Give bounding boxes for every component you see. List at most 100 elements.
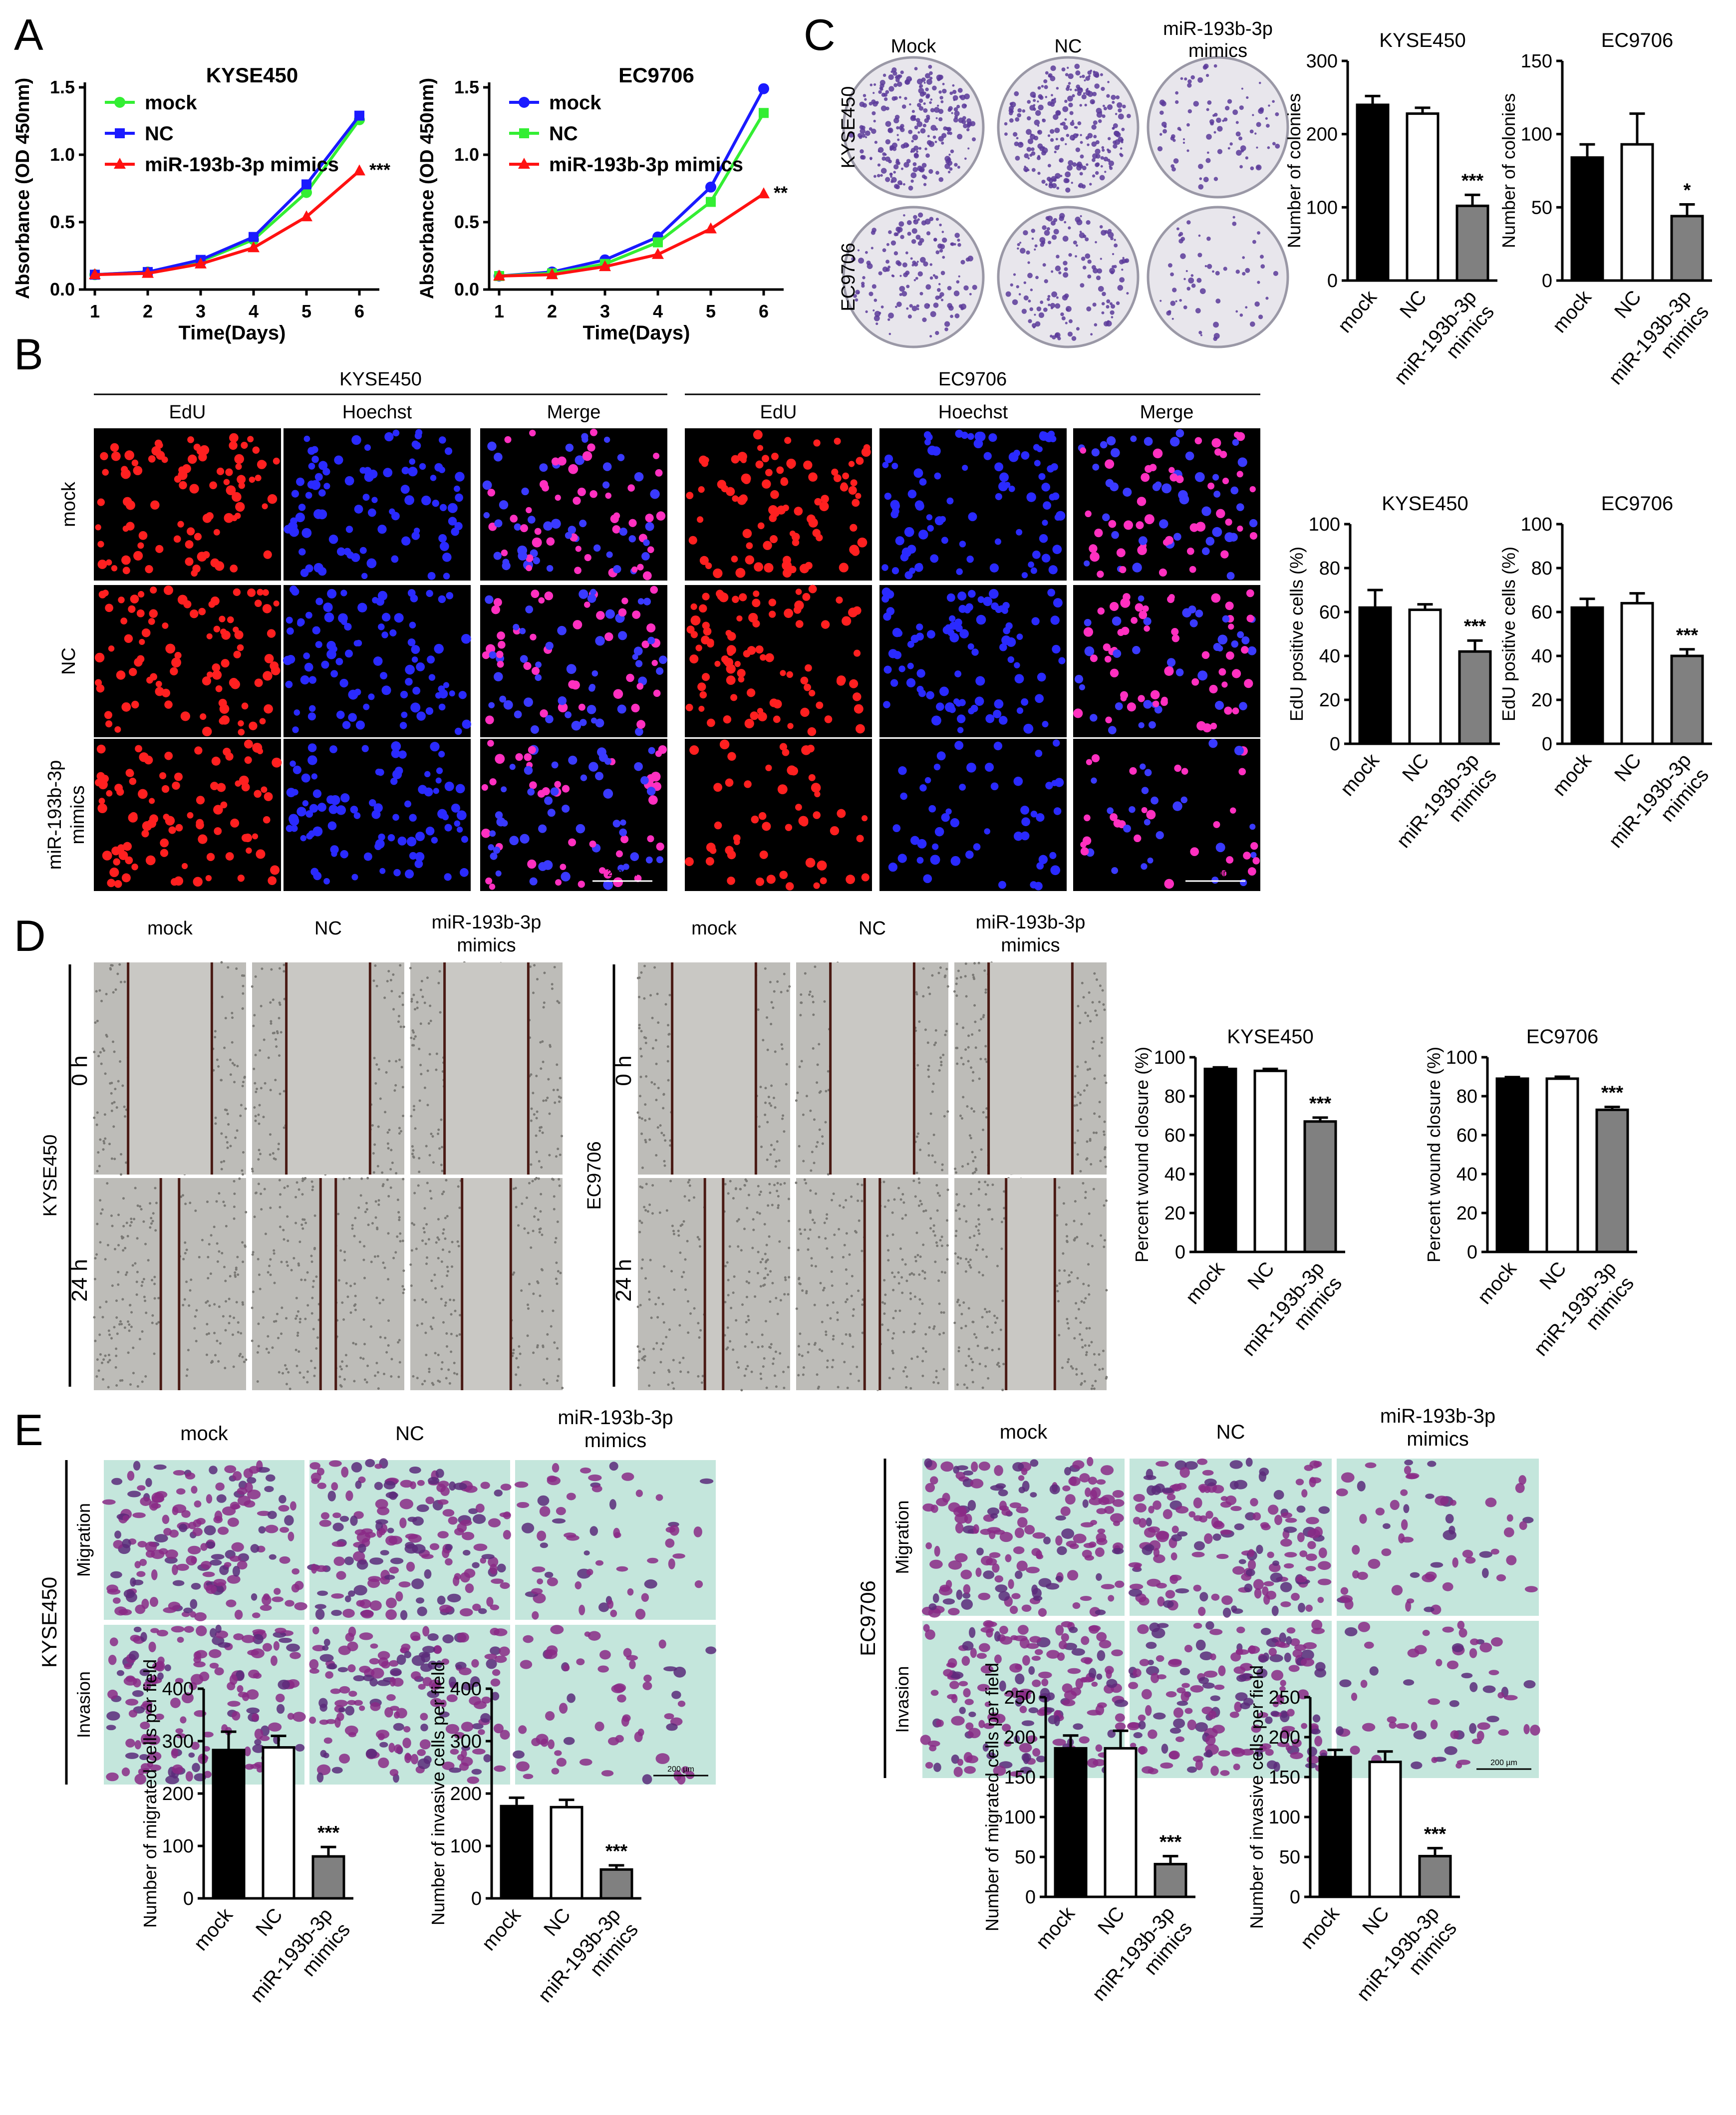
cell-texture	[283, 1126, 286, 1129]
cell-nucleus	[1160, 698, 1168, 706]
cell-nucleus	[1001, 635, 1011, 645]
cell-texture	[134, 1187, 137, 1190]
colony	[923, 81, 926, 84]
cell-texture	[512, 1273, 515, 1276]
cell-texture	[1095, 1014, 1098, 1017]
cell-texture	[377, 1125, 380, 1128]
colony	[921, 174, 926, 179]
cell-nucleus	[267, 629, 276, 638]
cell-nucleus	[994, 462, 1004, 472]
cell-nucleus	[298, 504, 306, 511]
scale-bar-label: 200 µm	[607, 868, 637, 878]
cell-texture	[957, 969, 960, 972]
cell-nucleus	[950, 856, 961, 866]
colony	[903, 214, 905, 217]
cell-texture	[423, 1231, 426, 1234]
wound-gap	[286, 962, 370, 1175]
cell-texture	[924, 1028, 927, 1031]
cell-nucleus	[1136, 521, 1144, 530]
cell-nucleus	[414, 432, 422, 440]
cell-nucleus	[1085, 510, 1092, 518]
colony	[1257, 231, 1261, 235]
cell-texture	[107, 1353, 110, 1356]
colony	[932, 135, 936, 139]
cell-nucleus	[296, 807, 306, 817]
colony	[1071, 182, 1073, 184]
cell-texture	[423, 1001, 426, 1004]
colony	[1084, 79, 1086, 82]
cell-texture	[267, 1335, 270, 1338]
cell-nucleus	[1173, 533, 1181, 541]
cell-texture	[437, 1353, 440, 1356]
cell-nucleus	[213, 805, 223, 815]
cell-texture	[940, 1060, 943, 1063]
cell-nucleus	[375, 839, 385, 849]
cell-texture	[285, 1317, 288, 1320]
cell-texture	[343, 1250, 346, 1253]
cell-nucleus	[1034, 460, 1041, 467]
colony	[1015, 117, 1020, 122]
cell-nucleus	[198, 834, 208, 844]
cell-nucleus	[129, 777, 137, 785]
colony	[918, 147, 922, 150]
cell-texture	[643, 964, 646, 967]
cell-texture	[643, 997, 646, 1000]
cell-nucleus	[405, 664, 415, 675]
cell-nucleus	[1016, 707, 1024, 714]
cell-nucleus	[745, 555, 755, 565]
cell-texture	[398, 1216, 401, 1219]
cell-texture	[766, 1048, 769, 1051]
cell-texture	[252, 1251, 255, 1254]
cell-texture	[298, 1321, 301, 1324]
colony	[1076, 165, 1082, 171]
cell-texture	[1103, 1074, 1106, 1077]
cell-nucleus	[1135, 603, 1144, 612]
cell-texture	[229, 1315, 232, 1318]
cell-nucleus	[211, 756, 221, 766]
colony	[911, 228, 917, 234]
cell-texture	[418, 1099, 421, 1102]
cell-texture	[517, 1366, 520, 1369]
cell-texture	[745, 1333, 748, 1336]
cell-nucleus	[814, 498, 822, 506]
cell-nucleus	[934, 827, 944, 837]
cell-texture	[756, 1271, 759, 1274]
cell-nucleus	[568, 838, 577, 847]
colony	[929, 71, 933, 75]
cell-texture	[409, 966, 412, 969]
cell-nucleus	[230, 565, 238, 573]
cell-nucleus	[213, 529, 220, 536]
cell-nucleus	[177, 521, 184, 528]
cell-texture	[974, 1020, 977, 1023]
colony	[1117, 285, 1124, 291]
cell-texture	[426, 1069, 429, 1072]
cell-nucleus	[1221, 681, 1228, 688]
cell-texture	[1075, 1104, 1078, 1107]
colony	[1034, 244, 1038, 248]
colony	[1206, 151, 1209, 154]
cell-nucleus	[808, 472, 818, 482]
cell-nucleus	[1084, 618, 1092, 626]
colony	[1239, 105, 1244, 110]
cell-nucleus	[489, 884, 496, 890]
cell-nucleus	[936, 702, 944, 711]
cell-texture	[636, 1111, 639, 1114]
cell-texture	[360, 1177, 363, 1180]
colony	[1027, 273, 1033, 279]
cell-texture	[144, 1242, 147, 1245]
cell-nucleus	[310, 480, 321, 490]
cell-nucleus	[421, 495, 431, 506]
cell-nucleus	[526, 507, 532, 514]
cell-texture	[95, 1123, 98, 1126]
cell-texture	[386, 980, 389, 983]
colony	[890, 240, 896, 246]
cell-nucleus	[1035, 694, 1044, 703]
cell-texture	[270, 968, 273, 971]
cell-nucleus	[934, 472, 941, 480]
cell-nucleus	[765, 653, 774, 662]
cell-nucleus	[628, 519, 637, 527]
cell-texture	[552, 1309, 555, 1312]
cell-nucleus	[504, 436, 512, 443]
cell-texture	[815, 1145, 818, 1148]
colony	[1120, 147, 1123, 150]
